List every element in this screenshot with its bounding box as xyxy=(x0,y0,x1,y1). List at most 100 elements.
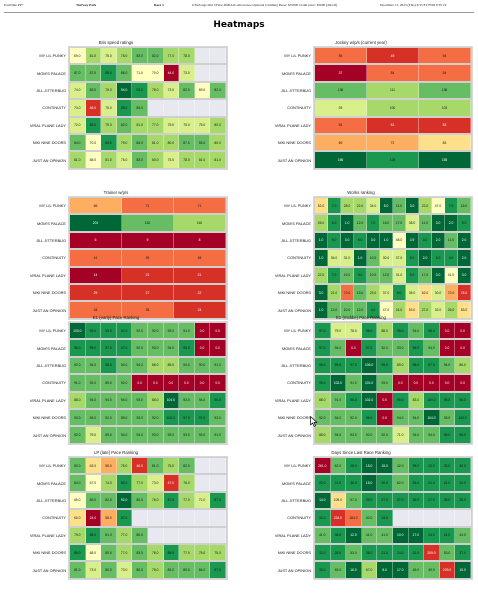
heatmap-cell: 92.0 xyxy=(70,357,86,374)
heatmap-cell: 155 xyxy=(419,152,471,168)
heatmap-cell: 87.0 xyxy=(163,492,180,509)
heatmap-cell: 70.0 xyxy=(85,135,102,151)
heatmap-cell: 41.0 xyxy=(377,527,393,543)
heatmap-cell-group: 96.0 99.0 97.0 106.0 95.0 89.0 98.0 97.0 94.0 86.… xyxy=(314,356,472,375)
heatmap-cell: 70.0 xyxy=(341,285,354,301)
heatmap-cell: 71 xyxy=(122,198,174,214)
heatmap-cell: 82.0 xyxy=(147,48,164,64)
heatmap-cell: 69.0 xyxy=(70,492,86,509)
heatmap-cell: 51 xyxy=(367,117,419,133)
heatmap-cell: 92.0 xyxy=(361,427,378,443)
heatmap-cell: 92.0 xyxy=(132,340,148,356)
heatmap-cell: 95.0 xyxy=(439,392,456,408)
heatmap-cell: 1.0 xyxy=(315,302,328,318)
heatmap-cell: 104.0 xyxy=(424,410,440,426)
heatmap-cell: 89.0 xyxy=(116,100,133,116)
heatmap-cell: 48.0 xyxy=(393,232,406,249)
heatmap-cell: 94.0 xyxy=(101,392,117,408)
heatmap-cell: 87.0 xyxy=(179,135,195,151)
horse-name-label: VIRAL PLANE LADY xyxy=(274,122,311,128)
heatmap-cell: 78.0 xyxy=(179,152,195,168)
heatmap-cell xyxy=(179,527,195,543)
heatmap-cell: 55 xyxy=(315,48,367,64)
heatmap-cell: 102.0 xyxy=(361,392,378,408)
heatmap-row: MOM'S PALACE 26.0 8.0 1.0 12.0 7.0 18.0 17.0 38.… xyxy=(250,214,472,232)
heatmap-cell xyxy=(163,527,180,543)
header-divider xyxy=(4,12,474,13)
heatmap-cell: 78.0 xyxy=(179,48,195,64)
heatmap-cell: 92.0 xyxy=(377,340,393,356)
heatmap-cell: 88.0 xyxy=(101,65,117,81)
header-race: Race 3 xyxy=(154,3,164,7)
heatmap-cell: 87.0 xyxy=(70,65,86,81)
heatmap-cell: 47.0 xyxy=(163,475,180,491)
horse-name-label: NIKI NINE DOORS xyxy=(277,415,311,421)
heatmap-cell: 17.0 xyxy=(392,562,409,578)
heatmap-cell: 42.0 xyxy=(392,458,409,474)
heatmap-cell: 35.0 xyxy=(408,458,425,474)
heatmap-cell: 82.0 xyxy=(132,492,148,509)
heatmap-cell: 82.0 xyxy=(116,117,133,133)
heatmap-cell: 81.0 xyxy=(101,527,117,543)
heatmap-row: VIRAL PLANE LADY 88.0 91.0 96.0 102.0 0.0 98.0… xyxy=(250,391,472,409)
heatmap-cell: 83 xyxy=(419,135,471,151)
heatmap-cell: 10.0 xyxy=(367,250,380,266)
heatmap-cell: 93 xyxy=(315,100,367,116)
heatmap-cell: 79.0 xyxy=(101,117,117,133)
heatmap-cell: 41 xyxy=(70,250,122,266)
heatmap-cell: 24 xyxy=(174,302,226,318)
heatmap-cell: 209.0 xyxy=(424,545,440,561)
heatmap-cell: 17.0 xyxy=(419,267,432,283)
heatmap-cell: 1.0 xyxy=(354,250,367,266)
heatmap-cell: 88.0 xyxy=(70,392,86,408)
horse-name-label: JILL JITTERBUG xyxy=(36,362,66,368)
heatmap-cell: 100.0 xyxy=(424,392,440,408)
horse-name-label: JUST AN OPINION xyxy=(32,432,66,438)
heatmap-cell-group: 103.0 99.0 99.0 97.0 92.0 92.0 93.0 91.0 0.0 0.0 xyxy=(69,322,227,340)
heatmap-cell: 97.0 xyxy=(116,340,133,356)
horse-name-label: MY LIL PUNKY xyxy=(284,53,311,59)
heatmap-row: MY LIL PUNKY 103.0 99.0 99.0 97.0 92.0 92.0 93.… xyxy=(5,322,227,340)
heatmap-cell: 22 xyxy=(174,285,226,301)
heatmap-cell: 96.0 xyxy=(455,392,471,408)
heatmap-cell: 111 xyxy=(367,82,419,99)
heatmap-cell: 30.0 xyxy=(380,250,393,266)
heatmap-cell: 34.0 xyxy=(377,510,393,526)
heatmap-cell: 21.0 xyxy=(439,527,456,543)
heatmap-cell: 92.0 xyxy=(116,375,133,391)
heatmap-cell: 75.0 xyxy=(147,562,164,578)
horse-name-label: JUST AN OPINION xyxy=(32,307,66,313)
heatmap-cell: 2.0 xyxy=(445,215,458,231)
heatmap-cell-group: 87.0 87.0 88.0 86.0 71.0 70.0 44.0 73.0 xyxy=(69,64,227,82)
heatmap-cell: 2.0 xyxy=(458,232,471,249)
heatmap-row: NIKI NINE DOORS 3.0 21.0 70.0 13.0 23.0 37.0 8.… xyxy=(250,284,472,302)
heatmap-cell: 21.0 xyxy=(439,475,456,491)
heatmap-row: JUST AN OPINION 34 35 24 xyxy=(5,301,227,319)
heatmap-cell: 33.0 xyxy=(439,458,456,474)
heatmap-cell: 92.0 xyxy=(315,410,331,426)
heatmap-cell: 0.0 xyxy=(455,340,471,356)
heatmap-title: Jockey w/p/s (current year) xyxy=(335,40,387,45)
heatmap-cell-group: 69.0 80.0 82.0 92.0 82.0 76.0 87.0 77.0 71.0 87.0 xyxy=(69,491,227,510)
heatmap-cell: 140 xyxy=(174,215,226,231)
heatmap-cell: 95.0 xyxy=(210,392,226,408)
heatmap-row: JILL JITTERBUG 74.0 83.0 79.0 94.0 93.0 78.0 73… xyxy=(5,81,227,100)
heatmap-cell: 15.0 xyxy=(458,198,471,214)
header-date: December 13, 2023 (This) 6:35 ET FDO ETS… xyxy=(380,3,447,7)
heatmap-cell: 69 xyxy=(315,135,367,151)
heatmap-cell-group: 69 72 83 xyxy=(314,134,472,152)
heatmap-cell: 95.0 xyxy=(455,427,471,443)
heatmap-cell: 5.0 xyxy=(354,232,367,249)
heatmap-cell: 0.0 xyxy=(147,375,164,391)
heatmap-cell: 156 xyxy=(315,152,367,168)
heatmap-cell: 49.0 xyxy=(424,562,440,578)
heatmap-row: VIRAL PLANE LADY 22.0 7.0 19.0 9.0 10.0 12.0 31… xyxy=(250,266,472,284)
heatmap-row: MY LIL PUNKY 83.0 63.0 58.0 75.0 46.0 81.0 75.0… xyxy=(5,457,227,475)
heatmap-cell: 5.0 xyxy=(458,215,471,231)
heatmap-cell: 209.0 xyxy=(439,562,456,578)
horse-name-label: MOM'S PALACE xyxy=(37,220,66,226)
heatmap-cell: 31.0 xyxy=(341,250,354,266)
heatmap-cell: 3.0 xyxy=(432,215,445,231)
horse-name-label: VIRAL PLANE LADY xyxy=(274,397,311,403)
heatmap-cell: 71.0 xyxy=(194,492,211,509)
